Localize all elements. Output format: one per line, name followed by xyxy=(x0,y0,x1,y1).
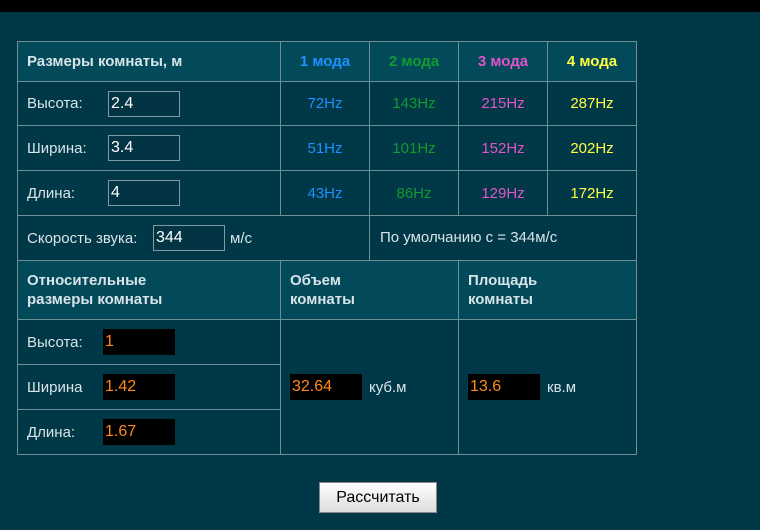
default-note: По умолчанию с = 344м/с xyxy=(380,229,558,246)
area-unit: кв.м xyxy=(547,378,577,396)
mode-frequency: 215Hz xyxy=(481,95,525,112)
speed-cell: Скорость звука: м/с xyxy=(17,215,370,261)
relative-width-cell: Ширина 1.42 xyxy=(17,364,281,410)
top-bar xyxy=(0,0,760,12)
mode-frequency: 86Hz xyxy=(396,184,432,202)
relative-length-cell: Длина: 1.67 xyxy=(17,409,281,455)
dimensions-header: Размеры комнаты, м xyxy=(17,41,281,82)
mode-4-height-cell: 287Hz xyxy=(547,81,637,126)
speed-label: Скорость звука: xyxy=(27,229,138,247)
dim-width-label: Ширина: xyxy=(27,139,87,157)
relative-height-cell: Высота: 1 xyxy=(17,319,281,365)
speed-unit: м/с xyxy=(230,229,252,247)
dim-length-label: Длина: xyxy=(27,184,76,202)
dim-width-input[interactable] xyxy=(108,135,180,161)
relative-length-output: 1.67 xyxy=(103,419,175,445)
mode-1-height-cell: 72Hz xyxy=(280,81,370,126)
area-cell: 13.6 кв.м xyxy=(458,319,637,455)
dim-length-input[interactable] xyxy=(108,180,180,206)
mode-frequency: 143Hz xyxy=(392,95,436,112)
mode-1-width-cell: 51Hz xyxy=(280,125,370,171)
mode-1-header: 1 мода xyxy=(280,41,370,82)
relative-height-label: Высота: xyxy=(27,333,83,351)
volume-header: Объем комнаты xyxy=(280,260,459,320)
area-title: Площадь комнаты xyxy=(468,272,538,308)
mode-4-width-cell: 202Hz xyxy=(547,125,637,171)
mode-frequency: 72Hz xyxy=(307,95,343,112)
mode-label: 1 мода xyxy=(299,53,351,70)
relative-title: Относительные размеры комнаты xyxy=(27,272,163,308)
mode-label: 3 мода xyxy=(477,53,529,70)
volume-title: Объем комнаты xyxy=(290,272,355,308)
default-note-cell: По умолчанию с = 344м/с xyxy=(369,215,637,261)
dim-width-cell: Ширина: xyxy=(17,125,281,171)
dim-height-label: Высота: xyxy=(27,95,83,112)
relative-width-label: Ширина xyxy=(27,378,83,396)
mode-label: 2 мода xyxy=(388,53,440,70)
volume-unit: куб.м xyxy=(369,378,407,396)
mode-1-length-cell: 43Hz xyxy=(280,170,370,216)
mode-label: 4 мода xyxy=(566,53,618,70)
mode-4-length-cell: 172Hz xyxy=(547,170,637,216)
calculate-button[interactable]: Рассчитать xyxy=(319,482,437,513)
relative-height-output: 1 xyxy=(103,329,175,355)
dim-height-cell: Высота: xyxy=(17,81,281,126)
mode-frequency: 43Hz xyxy=(307,184,343,202)
mode-2-header: 2 мода xyxy=(369,41,459,82)
mode-frequency: 51Hz xyxy=(307,139,343,157)
mode-frequency: 287Hz xyxy=(570,95,614,112)
mode-frequency: 152Hz xyxy=(481,139,525,157)
mode-3-height-cell: 215Hz xyxy=(458,81,548,126)
area-output: 13.6 xyxy=(468,374,540,400)
volume-output: 32.64 xyxy=(290,374,362,400)
mode-3-width-cell: 152Hz xyxy=(458,125,548,171)
relative-header: Относительные размеры комнаты xyxy=(17,260,281,320)
area-header: Площадь комнаты xyxy=(458,260,637,320)
relative-width-output: 1.42 xyxy=(103,374,175,400)
mode-2-height-cell: 143Hz xyxy=(369,81,459,126)
mode-4-header: 4 мода xyxy=(547,41,637,82)
dimensions-title: Размеры комнаты, м xyxy=(27,53,183,70)
mode-3-header: 3 мода xyxy=(458,41,548,82)
relative-length-label: Длина: xyxy=(27,423,76,441)
speed-input[interactable] xyxy=(153,225,225,251)
dim-height-input[interactable] xyxy=(108,90,180,117)
mode-frequency: 129Hz xyxy=(481,184,525,202)
dim-length-cell: Длина: xyxy=(17,170,281,216)
mode-frequency: 202Hz xyxy=(570,139,614,157)
mode-3-length-cell: 129Hz xyxy=(458,170,548,216)
volume-cell: 32.64 куб.м xyxy=(280,319,459,455)
mode-frequency: 101Hz xyxy=(392,139,436,157)
mode-frequency: 172Hz xyxy=(570,184,614,202)
mode-2-length-cell: 86Hz xyxy=(369,170,459,216)
mode-2-width-cell: 101Hz xyxy=(369,125,459,171)
